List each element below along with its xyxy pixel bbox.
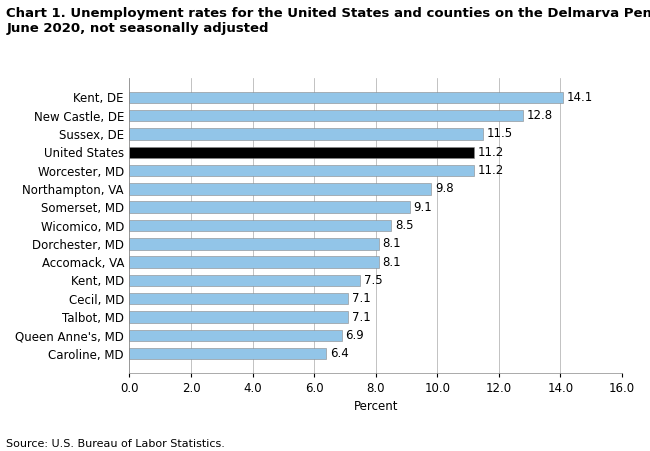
Bar [129,183,431,194]
Bar [129,312,348,323]
Bar [129,275,360,286]
Text: 6.9: 6.9 [346,329,364,342]
Text: 9.1: 9.1 [413,201,432,214]
Text: Source: U.S. Bureau of Labor Statistics.: Source: U.S. Bureau of Labor Statistics. [6,439,226,449]
Text: 14.1: 14.1 [567,91,593,104]
Text: 8.1: 8.1 [382,237,401,250]
Text: 11.2: 11.2 [478,164,504,177]
Bar [129,330,342,341]
Bar [129,293,348,304]
Text: Chart 1. Unemployment rates for the United States and counties on the Delmarva P: Chart 1. Unemployment rates for the Unit… [6,7,650,35]
Bar [129,202,410,213]
Bar [129,147,474,158]
Bar [129,257,379,268]
Text: 12.8: 12.8 [527,109,553,122]
Bar [129,165,474,176]
Text: 8.5: 8.5 [395,219,413,232]
Text: 11.2: 11.2 [478,146,504,159]
Text: 6.4: 6.4 [330,347,349,360]
Text: 8.1: 8.1 [382,256,401,269]
Bar [129,238,379,249]
Bar [129,220,391,231]
X-axis label: Percent: Percent [354,400,398,414]
Bar [129,92,564,103]
Bar [129,110,523,121]
Bar [129,348,326,359]
Text: 7.1: 7.1 [352,292,370,305]
Bar [129,128,484,139]
Text: 11.5: 11.5 [487,127,514,140]
Text: 9.8: 9.8 [435,182,454,195]
Text: 7.1: 7.1 [352,311,370,324]
Text: 7.5: 7.5 [364,274,383,287]
